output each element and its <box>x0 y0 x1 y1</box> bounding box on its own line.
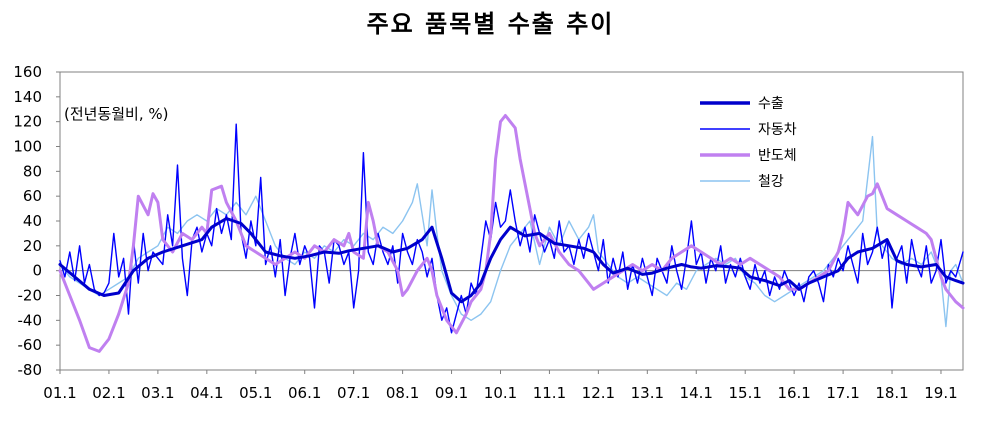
x-axis: 01.1 02.1 03.1 04.1 05.1 06.1 07.1 08.1 09.1 10.1… <box>43 370 958 402</box>
y-axis: -80 -60 -40 -20 0 20 40 60 80 100 120 140 160 <box>13 63 60 379</box>
x-tick-label: 09.1 <box>435 384 468 402</box>
y-tick-label: -20 <box>18 287 43 305</box>
x-tick-label: 06.1 <box>288 384 321 402</box>
x-tick-label: 01.1 <box>43 384 76 402</box>
x-tick-label: 14.1 <box>680 384 713 402</box>
x-tick-label: 02.1 <box>92 384 125 402</box>
y-tick-label: 80 <box>23 162 42 180</box>
x-tick-label: 16.1 <box>777 384 810 402</box>
x-tick-label: 18.1 <box>875 384 908 402</box>
chart-title: 주요 품목별 수출 추이 <box>366 10 615 38</box>
y-tick-label: -60 <box>18 336 43 354</box>
x-tick-label: 12.1 <box>582 384 615 402</box>
legend-label: 철강 <box>758 174 784 190</box>
y-tick-label: 60 <box>23 187 42 205</box>
series-line-1 <box>58 217 965 304</box>
unit-label: (전년동월비, %) <box>64 105 169 123</box>
y-tick-label: 140 <box>13 88 42 106</box>
x-tick-label: 08.1 <box>386 384 419 402</box>
x-tick-label: 13.1 <box>631 384 664 402</box>
y-tick-label: -40 <box>18 311 43 329</box>
x-tick-label: 11.1 <box>533 384 566 402</box>
x-tick-label: 07.1 <box>337 384 370 402</box>
legend-label: 자동차 <box>758 122 797 138</box>
x-tick-label: 19.1 <box>924 384 957 402</box>
plot-frame <box>59 71 964 371</box>
y-tick-label: 40 <box>23 212 42 230</box>
x-tick-label: 17.1 <box>826 384 859 402</box>
series-line-3 <box>58 114 965 353</box>
x-tick-label: 05.1 <box>239 384 272 402</box>
y-tick-label: 160 <box>13 63 42 81</box>
y-tick-label: 100 <box>13 138 42 156</box>
series-line-2 <box>59 123 964 334</box>
x-tick-label: 15.1 <box>729 384 762 402</box>
legend-label: 반도체 <box>758 148 797 164</box>
x-tick-label: 03.1 <box>141 384 174 402</box>
y-tick-label: -80 <box>18 361 43 379</box>
y-tick-label: 120 <box>13 113 42 131</box>
series-layer <box>58 114 965 353</box>
y-tick-label: 20 <box>23 237 42 255</box>
legend-label: 수출 <box>758 96 784 112</box>
x-tick-label: 04.1 <box>190 384 223 402</box>
x-tick-label: 10.1 <box>484 384 517 402</box>
y-tick-label: 0 <box>32 262 42 280</box>
